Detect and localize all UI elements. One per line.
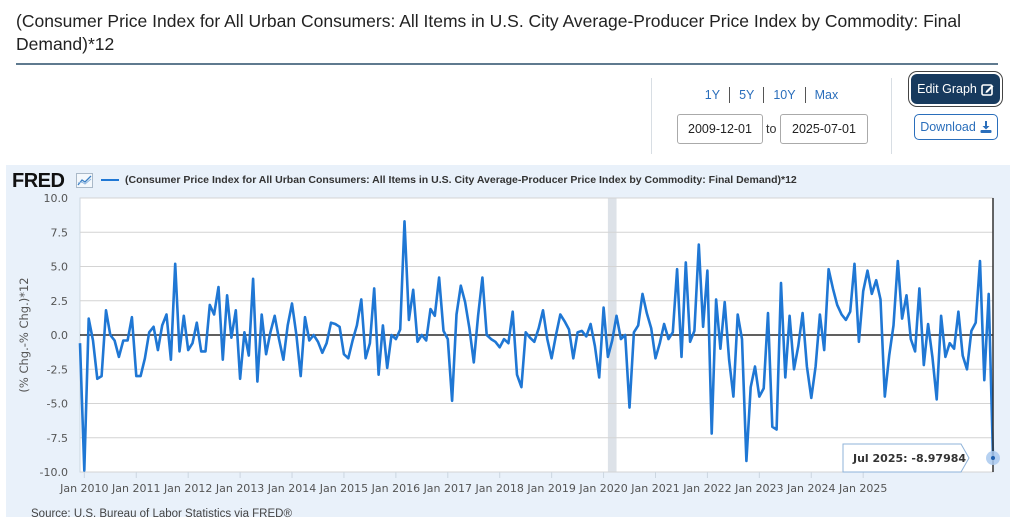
- x-tick-label: Jan 2014: [267, 482, 316, 495]
- y-tick-label: -10.0: [40, 466, 68, 479]
- download-tray-icon: [980, 121, 992, 133]
- range-1y-link[interactable]: 1Y: [696, 87, 731, 103]
- edit-graph-button[interactable]: Edit Graph: [911, 74, 1000, 104]
- x-tick-label: Jan 2024: [786, 482, 835, 495]
- x-tick-label: Jan 2015: [319, 482, 368, 495]
- date-separator: to: [766, 122, 777, 136]
- range-10y-link[interactable]: 10Y: [764, 87, 806, 103]
- x-tick-label: Jan 2013: [215, 482, 264, 495]
- source-note: Source: U.S. Bureau of Labor Statistics …: [31, 508, 292, 520]
- edit-square-icon: [981, 83, 994, 96]
- y-tick-label: 0.0: [51, 329, 69, 342]
- y-tick-label: 2.5: [51, 295, 69, 308]
- x-tick-label: Jan 2016: [371, 482, 420, 495]
- x-tick-label: Jan 2011: [111, 482, 160, 495]
- y-tick-label: -7.5: [47, 432, 68, 445]
- range-max-link[interactable]: Max: [814, 88, 839, 102]
- legend-label[interactable]: (Consumer Price Index for All Urban Cons…: [125, 174, 797, 186]
- range-links: 1Y 5Y 10Y Max: [652, 87, 891, 103]
- x-tick-label: Jan 2025: [838, 482, 887, 495]
- hover-point[interactable]: [991, 456, 995, 461]
- line-chart-icon: [76, 173, 93, 188]
- x-tick-label: Jan 2018: [474, 482, 523, 495]
- y-tick-label: 10.0: [44, 192, 69, 205]
- chart-legend: (Consumer Price Index for All Urban Cons…: [101, 174, 797, 186]
- legend-swatch: [101, 178, 119, 182]
- end-date-input[interactable]: 2025-07-01: [780, 114, 868, 144]
- y-tick-label: 5.0: [51, 261, 69, 274]
- y-axis-label: (% Chg.-% Chg.)*12: [17, 277, 31, 392]
- tooltip-value: -8.97984: [911, 452, 966, 465]
- x-tick-label: Jan 2019: [526, 482, 575, 495]
- x-tick-label: Jan 2022: [682, 482, 731, 495]
- page-title: (Consumer Price Index for All Urban Cons…: [16, 11, 962, 54]
- tooltip-box: [842, 443, 970, 473]
- line-chart[interactable]: 10.0 7.5 5.0 2.5 0.0 -2.5 -5.0 -7.5 -10.0 (% Chg.…: [6, 165, 1010, 517]
- y-tick-label: 7.5: [51, 226, 69, 239]
- start-date-input[interactable]: 2009-12-01: [677, 114, 763, 144]
- fred-logo[interactable]: FRED: [12, 170, 65, 192]
- x-tick-label: Jan 2010: [59, 482, 108, 495]
- range-5y-link[interactable]: 5Y: [730, 87, 765, 103]
- date-range-controls: 1Y 5Y 10Y Max 2009-12-01 to 2025-07-01: [651, 78, 892, 154]
- chart-panel: FRED (Consumer Price Index for All Urban…: [6, 165, 1010, 520]
- series-line[interactable]: [78, 219, 995, 472]
- x-tick-label: Jan 2020: [578, 482, 627, 495]
- download-button[interactable]: Download: [914, 114, 998, 140]
- x-tick-label: Jan 2021: [630, 482, 679, 495]
- x-tick-label: Jan 2023: [734, 482, 783, 495]
- download-label: Download: [920, 120, 976, 134]
- tooltip-text: Jul 2025: -8.97984: [852, 452, 966, 465]
- tooltip-date: Jul 2025:: [852, 452, 911, 465]
- y-tick-label: -5.0: [47, 398, 68, 411]
- x-tick-label: Jan 2012: [163, 482, 212, 495]
- x-tick-label: Jan 2017: [423, 482, 472, 495]
- title-divider: [16, 63, 998, 65]
- edit-graph-label: Edit Graph: [917, 82, 977, 96]
- y-tick-label: -2.5: [47, 363, 68, 376]
